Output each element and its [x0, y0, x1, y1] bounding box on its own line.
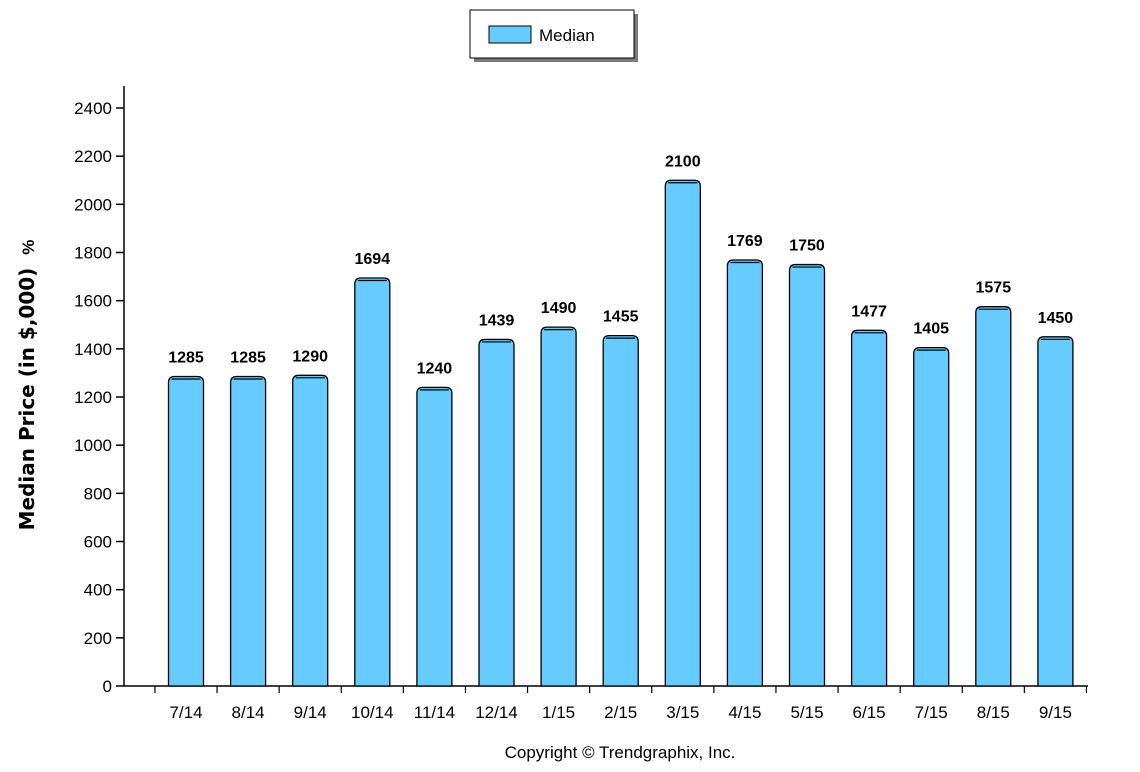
- x-tick-label: 1/15: [542, 703, 575, 722]
- y-tick-label: 2400: [74, 99, 112, 118]
- x-tick-label: 8/14: [232, 703, 265, 722]
- bar: [540, 326, 577, 687]
- y-tick-label: 2200: [74, 147, 112, 166]
- y-tick-label: 1600: [74, 292, 112, 311]
- legend-swatch: [488, 25, 532, 44]
- data-label: 1285: [230, 350, 266, 367]
- x-tick-label: 8/15: [977, 703, 1010, 722]
- x-tick-label: 11/14: [414, 703, 455, 722]
- bar: [1037, 336, 1074, 687]
- bar: [354, 277, 391, 687]
- y-tick-label: 600: [84, 533, 112, 552]
- x-tick-label: 6/15: [853, 703, 886, 722]
- x-tick-label: 5/15: [790, 703, 823, 722]
- copyright-text: Copyright © Trendgraphix, Inc.: [505, 743, 736, 762]
- data-label: 1750: [789, 238, 825, 255]
- data-label: 1477: [851, 303, 887, 320]
- x-tick-label: 7/15: [915, 703, 948, 722]
- bar: [788, 263, 826, 687]
- data-label: 1490: [541, 300, 577, 317]
- bar: [229, 375, 267, 687]
- bar: [416, 386, 453, 687]
- data-label: 1405: [913, 321, 949, 338]
- data-label: 1285: [168, 350, 204, 367]
- y-tick-label: 800: [84, 484, 112, 503]
- y-tick-label: 400: [84, 581, 112, 600]
- data-label: 1450: [1038, 310, 1074, 327]
- y-tick-label: 1000: [74, 436, 112, 455]
- x-tick-label: 12/14: [475, 703, 518, 722]
- legend: Median: [469, 9, 638, 62]
- y-tick-label: 1800: [74, 244, 112, 263]
- y-tick-label: 1200: [74, 388, 112, 407]
- bar: [478, 338, 515, 687]
- x-tick-label: 3/15: [666, 703, 699, 722]
- x-tick-label: 7/14: [169, 703, 202, 722]
- data-label: 1694: [355, 251, 391, 268]
- data-label: 1455: [603, 309, 639, 326]
- x-tick-label: 10/14: [351, 703, 394, 722]
- x-tick-label: 9/15: [1039, 703, 1072, 722]
- y-axis-unit: %: [19, 240, 38, 255]
- y-axis-title: Median Price (in $,000) %: [15, 240, 39, 531]
- bar: [913, 346, 950, 687]
- data-label: 1575: [976, 280, 1012, 297]
- data-label: 1240: [417, 360, 453, 377]
- y-tick-label: 200: [84, 629, 112, 648]
- bar: [664, 179, 701, 687]
- y-axis-title-group: Median Price (in $,000) %: [15, 240, 39, 531]
- bar: [975, 306, 1012, 687]
- x-ticks: 7/14 8/14 9/14 10/14 11/14 12/14 1/15 2/15 3/15 4…: [154, 686, 1088, 722]
- legend-label: Median: [539, 26, 595, 45]
- data-label: 1439: [479, 312, 515, 329]
- data-label: 1769: [727, 233, 763, 250]
- bars: [167, 179, 1074, 687]
- data-label: 1290: [292, 348, 328, 365]
- y-tick-label: 1400: [74, 340, 112, 359]
- data-label: 2100: [665, 153, 701, 170]
- y-axis-label: Median Price (in $,000): [15, 268, 39, 531]
- x-tick-label: 9/14: [294, 703, 327, 722]
- bar: [726, 259, 764, 687]
- y-tick-label: 2000: [74, 195, 112, 214]
- y-tick-label: 0: [103, 677, 112, 696]
- bar: [292, 374, 329, 687]
- bar: [167, 375, 205, 687]
- y-ticks: 0 200 400 600 800 1000 1200 1400 1600 1800 2000 220…: [74, 99, 124, 696]
- bar-labels: 1285 1285 1290 1694 1240 1439 1490 1455 2100 1769…: [168, 153, 1073, 377]
- bar: [602, 334, 639, 687]
- x-tick-label: 4/15: [728, 703, 761, 722]
- x-tick-label: 2/15: [604, 703, 637, 722]
- bar: [850, 329, 888, 687]
